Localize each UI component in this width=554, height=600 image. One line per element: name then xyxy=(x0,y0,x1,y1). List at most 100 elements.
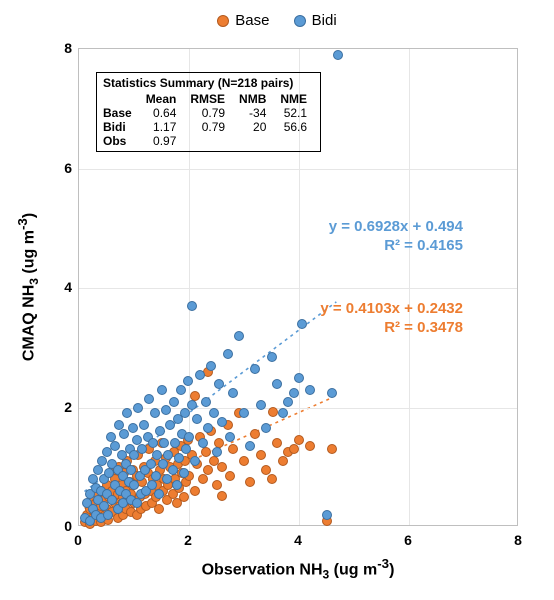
data-point xyxy=(267,352,277,362)
stats-cell: 0.64 xyxy=(139,106,184,120)
data-point xyxy=(217,462,227,472)
data-point xyxy=(128,423,138,433)
x-tick-label: 0 xyxy=(74,532,82,548)
data-point xyxy=(245,477,255,487)
data-point xyxy=(217,417,227,427)
data-point xyxy=(159,438,169,448)
data-point xyxy=(168,465,178,475)
data-point xyxy=(110,441,120,451)
data-point xyxy=(305,385,315,395)
stats-row-label: Base xyxy=(103,106,139,120)
stats-title: Statistics Summary (N=218 pairs) xyxy=(103,76,314,90)
x-axis-label: Observation NH3 (ug m-3) xyxy=(202,556,395,582)
data-point xyxy=(190,486,200,496)
stats-cell: 56.6 xyxy=(273,120,314,134)
data-point xyxy=(157,385,167,395)
data-point xyxy=(180,408,190,418)
data-point xyxy=(184,432,194,442)
y-tick-label: 4 xyxy=(52,279,72,295)
y-tick-label: 6 xyxy=(52,160,72,176)
legend-label-base: Base xyxy=(235,12,269,29)
data-point xyxy=(155,426,165,436)
data-point xyxy=(172,480,182,490)
data-point xyxy=(206,361,216,371)
stats-cell xyxy=(232,134,273,148)
data-point xyxy=(148,438,158,448)
stats-cell: 0.79 xyxy=(183,106,232,120)
data-point xyxy=(239,408,249,418)
chart-container: Base Bidi Observation NH3 (ug m-3) CMAQ … xyxy=(0,0,554,600)
x-tick-label: 4 xyxy=(294,532,302,548)
y-tick-label: 8 xyxy=(52,40,72,56)
legend-dot-base-icon xyxy=(217,15,229,27)
data-point xyxy=(289,444,299,454)
data-point xyxy=(228,444,238,454)
data-point xyxy=(217,491,227,501)
data-point xyxy=(192,414,202,424)
data-point xyxy=(305,441,315,451)
stats-cell: 20 xyxy=(232,120,273,134)
data-point xyxy=(250,364,260,374)
data-point xyxy=(163,450,173,460)
data-point xyxy=(161,405,171,415)
data-point xyxy=(283,397,293,407)
data-point xyxy=(187,301,197,311)
data-point xyxy=(289,388,299,398)
stats-cell xyxy=(183,134,232,148)
data-point xyxy=(132,498,142,508)
gridline-vertical xyxy=(409,49,410,525)
stats-col-header: RMSE xyxy=(183,92,232,106)
data-point xyxy=(268,407,278,417)
table-row: Bidi1.170.792056.6 xyxy=(103,120,314,134)
legend-item-bidi: Bidi xyxy=(294,12,337,29)
data-point xyxy=(198,438,208,448)
data-point xyxy=(203,465,213,475)
y-tick-label: 0 xyxy=(52,518,72,534)
data-point xyxy=(212,447,222,457)
trend-label-bidi: y = 0.6928x + 0.494R² = 0.4165 xyxy=(329,218,463,256)
data-point xyxy=(225,471,235,481)
data-point xyxy=(122,408,132,418)
stats-row-label: Bidi xyxy=(103,120,139,134)
data-point xyxy=(154,504,164,514)
legend-item-base: Base xyxy=(217,12,269,29)
data-point xyxy=(267,474,277,484)
data-point xyxy=(297,319,307,329)
data-point xyxy=(179,468,189,478)
trend-r2: R² = 0.3478 xyxy=(320,319,463,338)
data-point xyxy=(139,420,149,430)
data-point xyxy=(190,456,200,466)
data-point xyxy=(294,435,304,445)
data-point xyxy=(154,489,164,499)
data-point xyxy=(294,373,304,383)
data-point xyxy=(322,510,332,520)
gridline-horizontal xyxy=(79,288,517,289)
x-tick-label: 6 xyxy=(404,532,412,548)
stats-cell: 0.97 xyxy=(139,134,184,148)
stats-cell xyxy=(273,134,314,148)
stats-col-header: NME xyxy=(273,92,314,106)
data-point xyxy=(170,438,180,448)
trend-eq: y = 0.4103x + 0.2432 xyxy=(320,300,463,319)
trend-eq: y = 0.6928x + 0.494 xyxy=(329,218,463,237)
data-point xyxy=(234,331,244,341)
stats-col-header: Mean xyxy=(139,92,184,106)
data-point xyxy=(146,459,156,469)
table-row: Base0.640.79-3452.1 xyxy=(103,106,314,120)
stats-row-label: Obs xyxy=(103,134,139,148)
data-point xyxy=(209,408,219,418)
data-point xyxy=(327,388,337,398)
data-point xyxy=(278,456,288,466)
stats-col-header: NMB xyxy=(232,92,273,106)
data-point xyxy=(187,400,197,410)
data-point xyxy=(147,480,157,490)
data-point xyxy=(179,492,189,502)
data-point xyxy=(183,376,193,386)
data-point xyxy=(333,50,343,60)
data-point xyxy=(169,397,179,407)
data-point xyxy=(133,403,143,413)
data-point xyxy=(245,441,255,451)
data-point xyxy=(150,408,160,418)
gridline-horizontal xyxy=(79,169,517,170)
data-point xyxy=(228,388,238,398)
